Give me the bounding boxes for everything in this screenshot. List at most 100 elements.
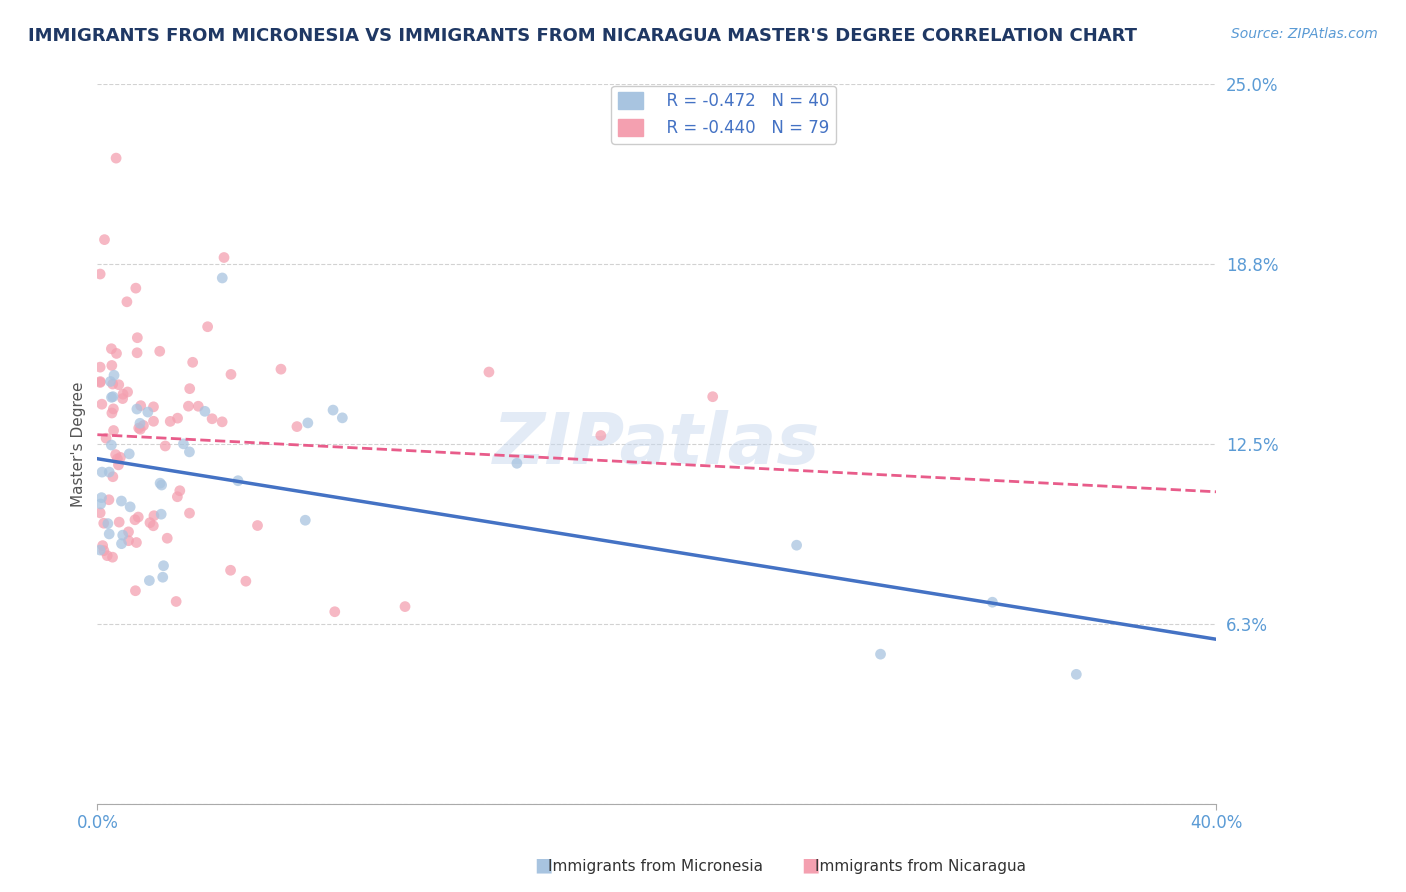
- Point: [285, 419, 308, 434]
- Point: [117, 533, 139, 548]
- Point: [125, 402, 148, 417]
- Point: [152, 570, 174, 584]
- Point: [98, 527, 121, 541]
- Point: [323, 605, 346, 619]
- Point: [330, 410, 353, 425]
- Point: [219, 563, 242, 577]
- Point: [107, 377, 129, 392]
- Text: Immigrants from Nicaragua: Immigrants from Nicaragua: [815, 859, 1026, 874]
- Point: [89, 267, 111, 281]
- Point: [101, 390, 124, 404]
- Point: [201, 411, 224, 425]
- Point: [506, 456, 529, 470]
- Point: [101, 406, 124, 420]
- Point: [91, 539, 114, 553]
- Point: [103, 401, 125, 416]
- Point: [181, 355, 204, 369]
- Point: [166, 411, 188, 425]
- Point: [100, 375, 122, 389]
- Point: [101, 469, 124, 483]
- Point: [127, 510, 149, 524]
- Point: [1066, 667, 1088, 681]
- Point: [149, 476, 172, 491]
- Point: [115, 294, 138, 309]
- Point: [120, 500, 142, 514]
- Point: [124, 583, 146, 598]
- Point: [105, 452, 128, 467]
- Point: [90, 397, 112, 411]
- Point: [97, 492, 120, 507]
- Point: [100, 390, 122, 404]
- Point: [219, 368, 242, 382]
- Point: [105, 151, 128, 165]
- Point: [118, 447, 141, 461]
- Point: [125, 535, 148, 549]
- Point: [139, 516, 162, 530]
- Point: [96, 549, 118, 563]
- Text: ZIPatlas: ZIPatlas: [494, 409, 821, 479]
- Point: [150, 478, 173, 492]
- Point: [117, 524, 139, 539]
- Point: [97, 516, 120, 531]
- Point: [89, 506, 111, 520]
- Point: [100, 342, 122, 356]
- Point: [136, 405, 159, 419]
- Point: [127, 331, 149, 345]
- Point: [177, 399, 200, 413]
- Text: IMMIGRANTS FROM MICRONESIA VS IMMIGRANTS FROM NICARAGUA MASTER'S DEGREE CORRELAT: IMMIGRANTS FROM MICRONESIA VS IMMIGRANTS…: [28, 27, 1137, 45]
- Point: [110, 537, 132, 551]
- Point: [246, 518, 269, 533]
- Point: [294, 513, 316, 527]
- Point: [90, 497, 112, 511]
- Point: [297, 416, 319, 430]
- Point: [172, 437, 194, 451]
- Point: [197, 319, 219, 334]
- Point: [152, 558, 174, 573]
- Point: [100, 438, 122, 452]
- Point: [103, 424, 125, 438]
- Point: [155, 439, 177, 453]
- Point: [142, 518, 165, 533]
- Point: [169, 483, 191, 498]
- Point: [125, 281, 148, 295]
- Point: [93, 516, 115, 531]
- Point: [111, 392, 134, 406]
- Point: [270, 362, 292, 376]
- Point: [111, 528, 134, 542]
- Text: Source: ZIPAtlas.com: Source: ZIPAtlas.com: [1232, 27, 1378, 41]
- Point: [129, 417, 152, 431]
- Point: [127, 345, 149, 359]
- Point: [166, 490, 188, 504]
- Point: [159, 414, 181, 428]
- Y-axis label: Master's Degree: Master's Degree: [72, 382, 86, 507]
- Point: [156, 531, 179, 545]
- Point: [105, 346, 128, 360]
- Point: [132, 418, 155, 433]
- Point: [128, 421, 150, 435]
- Point: [108, 515, 131, 529]
- Point: [179, 382, 201, 396]
- Point: [869, 647, 891, 661]
- Point: [110, 494, 132, 508]
- Point: [235, 574, 257, 589]
- Point: [89, 360, 111, 375]
- Point: [93, 233, 115, 247]
- Point: [110, 450, 132, 465]
- Point: [89, 543, 111, 558]
- Point: [179, 445, 201, 459]
- Point: [194, 404, 217, 418]
- Point: [165, 594, 187, 608]
- Point: [589, 428, 612, 442]
- Point: [98, 465, 121, 479]
- Point: [211, 415, 233, 429]
- Point: [89, 375, 111, 389]
- Text: Immigrants from Micronesia: Immigrants from Micronesia: [548, 859, 763, 874]
- Point: [103, 368, 125, 383]
- Legend:   R = -0.472   N = 40,   R = -0.440   N = 79: R = -0.472 N = 40, R = -0.440 N = 79: [612, 86, 837, 144]
- Point: [187, 399, 209, 413]
- Point: [101, 550, 124, 565]
- Point: [107, 458, 129, 472]
- Point: [212, 251, 235, 265]
- Point: [179, 506, 201, 520]
- Point: [117, 384, 139, 399]
